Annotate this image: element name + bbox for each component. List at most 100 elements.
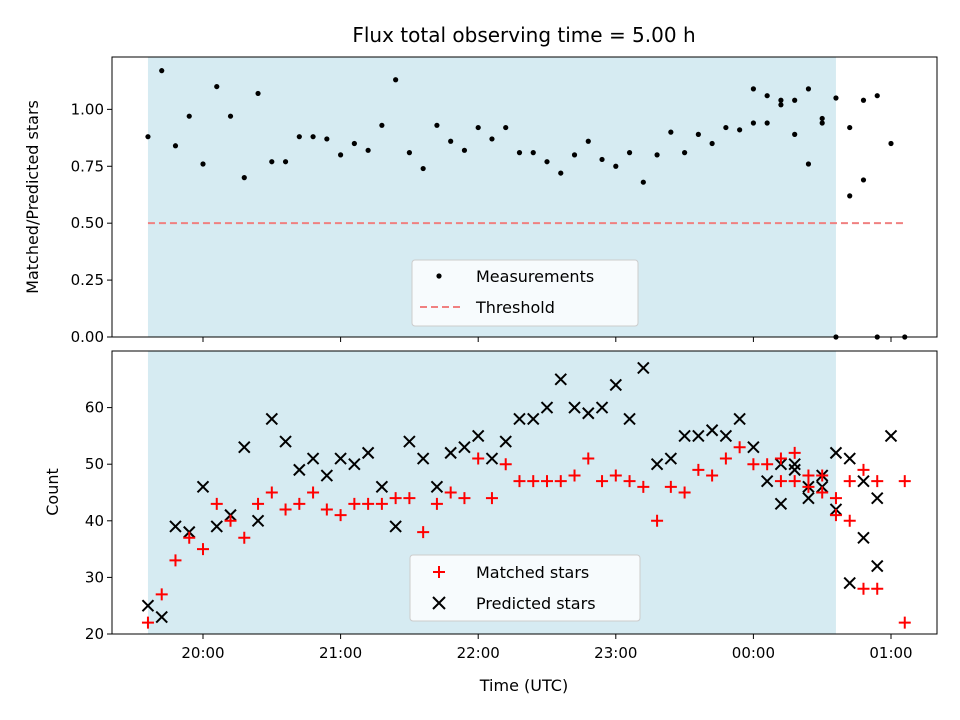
- measurement-point: [764, 93, 770, 99]
- predicted-star-point: [471, 429, 485, 443]
- measurement-point: [695, 131, 701, 137]
- matched-star-point: [651, 514, 664, 527]
- matched-star-point: [458, 492, 471, 505]
- matched-star-point: [609, 469, 622, 482]
- predicted-star-point: [334, 452, 347, 465]
- predicted-star-point: [623, 412, 636, 426]
- matched-star-point: [802, 480, 815, 493]
- matched-star-point: [774, 475, 787, 488]
- x-tick-label: 21:00: [319, 644, 362, 662]
- measurement-point: [420, 165, 426, 172]
- measurement-point: [847, 193, 853, 199]
- top-y-tick-label: 0.50: [71, 214, 104, 232]
- matched-star-point: [774, 452, 787, 465]
- predicted-star-point: [802, 491, 815, 505]
- measurement-point: [503, 124, 509, 131]
- predicted-star-point: [527, 412, 540, 426]
- predicted-star-point: [155, 610, 168, 624]
- matched-star-point: [527, 475, 540, 488]
- measurement-point: [461, 147, 468, 153]
- measurement-point: [805, 161, 812, 167]
- x-tick-label: 20:00: [181, 644, 224, 662]
- measurement-point: [310, 134, 316, 140]
- measurement-point: [200, 161, 206, 167]
- matched-star-point: [596, 475, 609, 488]
- measurement-point: [255, 90, 261, 97]
- predicted-star-point: [430, 480, 444, 494]
- top-y-tick-label: 1.00: [71, 100, 104, 118]
- matched-star-point: [375, 497, 388, 510]
- measurement-point: [338, 152, 344, 158]
- measurement-point: [778, 102, 784, 108]
- matched-star-point: [664, 480, 677, 493]
- predicted-star-point: [692, 429, 705, 443]
- predicted-star-point: [265, 412, 279, 426]
- predicted-star-point: [843, 576, 856, 590]
- predicted-star-point: [238, 441, 251, 454]
- measurement-point: [613, 163, 619, 169]
- predicted-star-point: [582, 407, 595, 420]
- legend-measurements-marker: [436, 273, 442, 279]
- matched-star-point: [843, 514, 856, 527]
- measurement-point: [833, 95, 839, 101]
- top-legend: Measurements Threshold: [411, 259, 639, 327]
- measurement-point: [792, 97, 798, 103]
- matched-star-point: [334, 509, 347, 522]
- predicted-star-point: [361, 446, 375, 460]
- predicted-star-point: [540, 401, 554, 414]
- matched-star-point: [265, 486, 278, 499]
- matched-star-point: [857, 463, 870, 476]
- predicted-star-point: [747, 441, 760, 454]
- measurement-point: [599, 156, 605, 163]
- matched-star-point: [788, 475, 801, 488]
- predicted-star-point: [857, 531, 870, 544]
- matched-star-point: [362, 497, 375, 510]
- matched-star-point: [252, 497, 265, 510]
- predicted-star-point: [416, 452, 430, 465]
- matched-star-point: [279, 503, 292, 516]
- measurement-point: [241, 175, 247, 181]
- measurement-point: [186, 113, 192, 119]
- predicted-star-point: [196, 480, 210, 494]
- predicted-star-point: [458, 441, 471, 454]
- measurement-point: [778, 97, 784, 103]
- measurement-point: [489, 136, 495, 142]
- top-plot-frame: [111, 56, 938, 338]
- measurement-point: [516, 150, 523, 156]
- measurement-point: [544, 159, 550, 165]
- matched-star-point: [155, 588, 168, 601]
- x-axis-label: Time (UTC): [479, 676, 568, 695]
- matched-star-point: [706, 469, 719, 482]
- matched-star-point: [430, 497, 443, 510]
- predicted-star-point: [554, 373, 567, 386]
- measurement-point: [571, 152, 578, 158]
- measurement-point: [227, 113, 234, 119]
- predicted-star-point: [210, 520, 223, 533]
- x-tick-label: 22:00: [457, 644, 500, 662]
- bottom-y-axis-label: Count: [43, 468, 62, 516]
- matched-star-point: [320, 503, 333, 516]
- matched-star-point: [568, 469, 581, 482]
- matched-star-point: [871, 475, 884, 488]
- predicted-star-point: [774, 497, 788, 511]
- matched-star-point: [898, 475, 911, 488]
- matched-star-point: [389, 492, 402, 505]
- matched-star-point: [719, 452, 732, 465]
- measurement-point: [888, 140, 894, 147]
- legend-measurements-label: Measurements: [476, 267, 594, 286]
- matched-star-point: [210, 497, 223, 510]
- bottom-y-tick-label: 40: [85, 512, 104, 530]
- matched-star-point: [499, 458, 512, 471]
- matched-star-point: [293, 497, 306, 510]
- matched-star-point: [829, 492, 842, 505]
- measurement-point: [860, 177, 867, 183]
- matched-star-point: [747, 458, 760, 471]
- predicted-star-point: [348, 457, 361, 471]
- predicted-star-point: [733, 412, 746, 426]
- matched-star-point: [843, 475, 856, 488]
- predicted-star-point: [843, 452, 856, 465]
- measurement-point: [159, 68, 165, 74]
- matched-star-point: [183, 531, 196, 544]
- measurement-point: [860, 97, 867, 103]
- measurement-point: [393, 77, 399, 83]
